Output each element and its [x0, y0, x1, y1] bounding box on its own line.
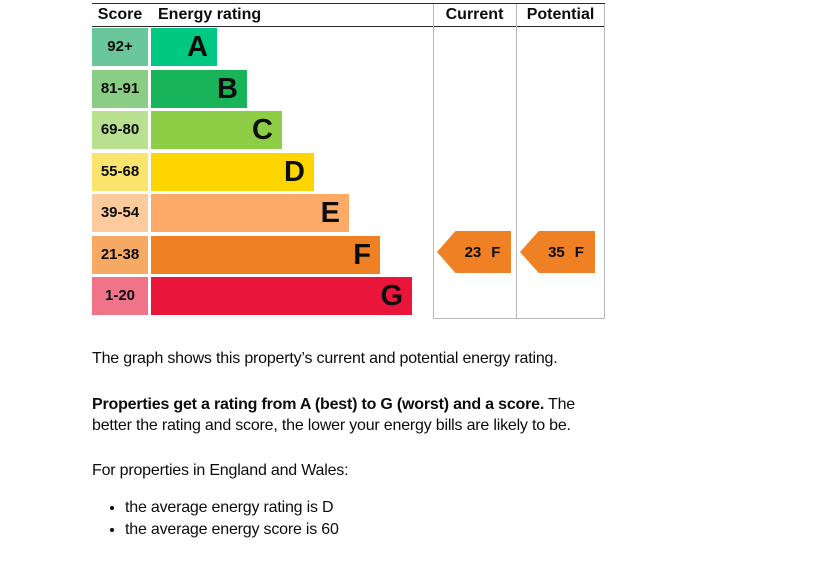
current-rating-band: F — [491, 243, 501, 261]
column-divider-current — [433, 4, 434, 319]
rating-explanation-paragraph: Properties get a rating from A (best) to… — [92, 394, 608, 436]
average-stats-list: the average energy rating is D the avera… — [92, 497, 608, 540]
score-range-f: 21-38 — [92, 235, 148, 274]
chart-right-border — [604, 4, 605, 319]
band-row-a: 92+ A — [92, 28, 412, 66]
rating-explanation-bold: Properties get a rating from A (best) to… — [92, 396, 545, 413]
header-energy-rating: Energy rating — [158, 6, 262, 23]
column-divider-potential — [516, 4, 517, 319]
epc-rating-chart: Score Energy rating Current Potential 92… — [92, 3, 605, 319]
band-bar-f: F — [151, 235, 380, 274]
header-current: Current — [445, 6, 504, 23]
potential-rating-band: F — [574, 243, 584, 261]
potential-rating-arrow: 35 F — [520, 231, 595, 273]
band-row-b: 81-91 B — [92, 69, 412, 108]
band-row-g: 1-20 G — [92, 277, 412, 315]
band-row-c: 69-80 C — [92, 111, 412, 149]
graph-description-paragraph: The graph shows this property’s current … — [92, 350, 558, 367]
header-score: Score — [97, 6, 143, 23]
band-bar-e: E — [151, 194, 349, 232]
band-row-d: 55-68 D — [92, 152, 412, 191]
average-score-item: the average energy score is 60 — [125, 519, 608, 541]
band-bar-a: A — [151, 28, 217, 66]
energy-band-rows: 92+ A 81-91 B 69-80 C 55-68 D 39-54 E 21… — [92, 28, 412, 315]
chart-header-row: Score Energy rating Current Potential — [92, 4, 605, 27]
potential-rating-score: 35 — [548, 243, 565, 261]
score-range-e: 39-54 — [92, 194, 148, 232]
band-bar-c: C — [151, 111, 282, 149]
band-bar-g: G — [151, 277, 412, 315]
score-range-a: 92+ — [92, 28, 148, 66]
explanatory-text: The graph shows this property’s current … — [92, 348, 608, 540]
england-wales-heading: For properties in England and Wales: — [92, 462, 349, 479]
rating-explanation-rest: The better the rating and score, the low… — [92, 396, 576, 434]
band-bar-b: B — [151, 69, 247, 108]
score-range-g: 1-20 — [92, 277, 148, 315]
chart-bottom-border — [433, 318, 605, 319]
score-range-b: 81-91 — [92, 69, 148, 108]
band-row-e: 39-54 E — [92, 194, 412, 232]
band-bar-d: D — [151, 152, 314, 191]
current-rating-arrow: 23 F — [437, 231, 511, 273]
header-potential: Potential — [526, 6, 595, 23]
band-row-f: 21-38 F — [92, 235, 412, 274]
score-range-d: 55-68 — [92, 152, 148, 191]
score-range-c: 69-80 — [92, 111, 148, 149]
average-rating-item: the average energy rating is D — [125, 497, 608, 519]
current-rating-score: 23 — [464, 243, 482, 261]
